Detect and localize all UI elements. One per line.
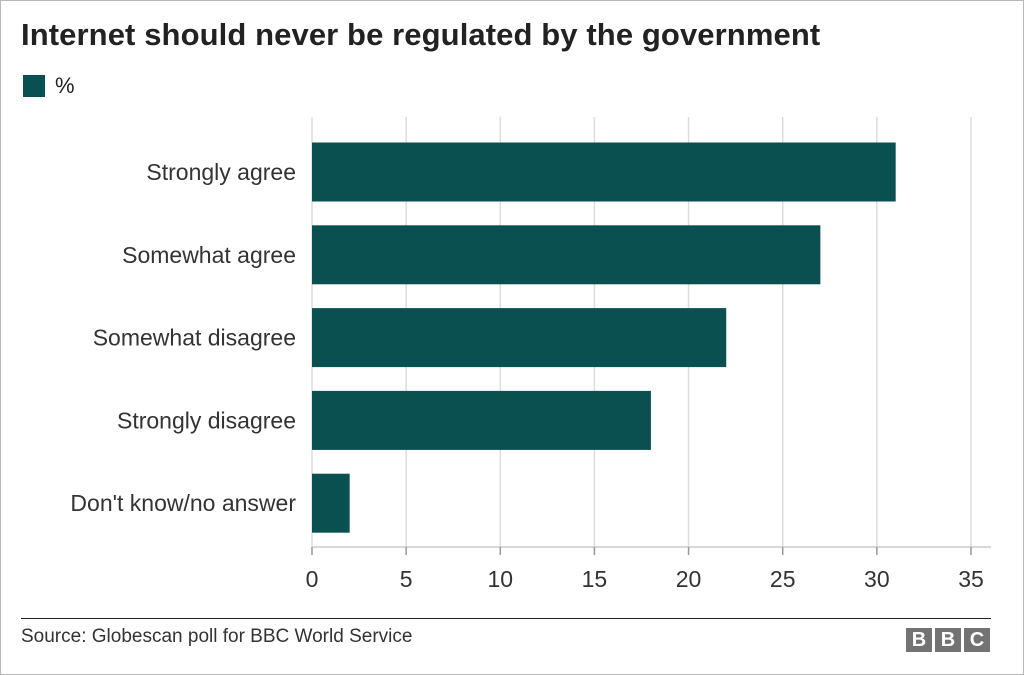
category-label: Strongly agree (146, 159, 296, 185)
bbc-logo: B B C (906, 628, 990, 652)
chart-title: Internet should never be regulated by th… (21, 17, 821, 52)
legend-swatch (23, 75, 45, 97)
category-label: Don't know/no answer (70, 490, 296, 516)
bar (312, 390, 651, 450)
x-tick-label: 25 (770, 566, 796, 592)
x-tick-label: 0 (306, 566, 319, 592)
bar (312, 473, 350, 533)
source-note: Source: Globescan poll for BBC World Ser… (21, 626, 413, 647)
legend: % (23, 73, 75, 99)
x-tick-label: 30 (864, 566, 890, 592)
bbc-logo-block: B (906, 628, 932, 652)
bar (312, 142, 896, 202)
x-tick-label: 20 (676, 566, 702, 592)
x-tick-label: 10 (487, 566, 513, 592)
bar (312, 225, 821, 285)
footer-divider (21, 618, 991, 619)
bar-chart: 0 5 10 15 20 25 30 35 Strongly agree Somewhat agr… (70, 117, 991, 592)
x-tick-label: 15 (582, 566, 608, 592)
x-tick-label: 5 (400, 566, 413, 592)
legend-label: % (55, 73, 75, 98)
x-tick-label: 35 (958, 566, 984, 592)
category-label: Somewhat agree (122, 242, 296, 268)
bbc-logo-block: C (964, 628, 990, 652)
bar (312, 308, 727, 368)
category-label: Strongly disagree (117, 407, 296, 433)
bbc-logo-block: B (935, 628, 961, 652)
category-label: Somewhat disagree (93, 325, 296, 351)
